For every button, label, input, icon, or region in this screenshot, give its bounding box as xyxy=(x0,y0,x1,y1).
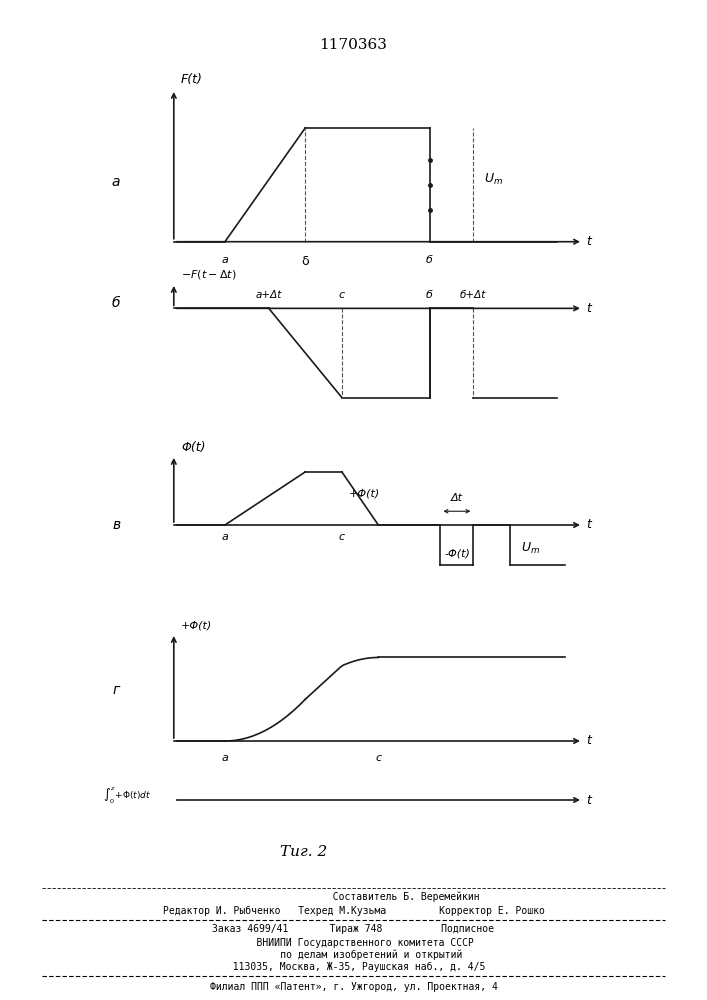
Text: a+Δt: a+Δt xyxy=(256,290,282,300)
Text: б: б xyxy=(426,290,433,300)
Text: $-F(t-\Delta t)$: $-F(t-\Delta t)$ xyxy=(181,268,237,281)
Text: б: б xyxy=(112,296,120,310)
Text: Редактор И. Рыбченко   Техред М.Кузьма         Корректор Е. Рошко: Редактор И. Рыбченко Техред М.Кузьма Кор… xyxy=(163,906,544,916)
Text: $U_m$: $U_m$ xyxy=(521,541,540,556)
Text: $\int_0^z\!+\!\Phi(t)dt$: $\int_0^z\!+\!\Phi(t)dt$ xyxy=(103,786,151,806)
Text: $U_m$: $U_m$ xyxy=(484,172,503,187)
Text: а: а xyxy=(112,175,120,189)
Text: Заказ 4699/41       Тираж 748          Подписное: Заказ 4699/41 Тираж 748 Подписное xyxy=(213,924,494,934)
Text: ВНИИПИ Государственного комитета СССР: ВНИИПИ Государственного комитета СССР xyxy=(233,938,474,948)
Text: Δt: Δt xyxy=(451,493,463,503)
Text: Составитель Б. Веремейкин: Составитель Б. Веремейкин xyxy=(227,891,480,902)
Text: 1170363: 1170363 xyxy=(320,38,387,52)
Text: по делам изобретений и открытий: по делам изобретений и открытий xyxy=(245,950,462,960)
Text: t: t xyxy=(587,734,592,748)
Text: t: t xyxy=(587,518,592,532)
Text: +Φ(t): +Φ(t) xyxy=(349,488,380,498)
Text: Τиг. 2: Τиг. 2 xyxy=(281,845,327,859)
Text: в: в xyxy=(112,518,120,532)
Text: a: a xyxy=(221,753,228,763)
Text: F(t): F(t) xyxy=(181,73,203,86)
Text: t: t xyxy=(587,235,592,248)
Text: Филиал ППП «Патент», г. Ужгород, ул. Проектная, 4: Филиал ППП «Патент», г. Ужгород, ул. Про… xyxy=(209,982,498,992)
Text: δ: δ xyxy=(301,255,309,268)
Text: -Φ(t): -Φ(t) xyxy=(444,549,470,559)
Text: +Φ(t): +Φ(t) xyxy=(181,621,212,631)
Text: c: c xyxy=(339,290,345,300)
Text: б+Δt: б+Δt xyxy=(460,290,486,300)
Text: a: a xyxy=(221,255,228,265)
Text: c: c xyxy=(339,532,345,542)
Text: c: c xyxy=(375,753,381,763)
Text: 113035, Москва, Ж-35, Раушская наб., д. 4/5: 113035, Москва, Ж-35, Раушская наб., д. … xyxy=(221,962,486,972)
Text: б: б xyxy=(426,255,433,265)
Text: t: t xyxy=(587,302,592,315)
Text: г: г xyxy=(112,683,119,697)
Text: t: t xyxy=(587,794,592,806)
Text: Φ(t): Φ(t) xyxy=(181,441,206,454)
Text: a: a xyxy=(221,532,228,542)
